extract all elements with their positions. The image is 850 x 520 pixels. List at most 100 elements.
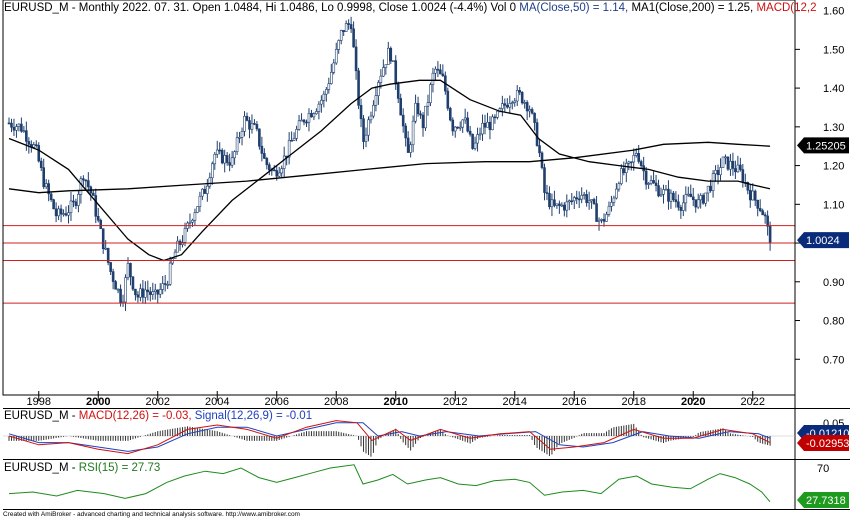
candle-body: [91, 192, 95, 196]
rsi-symbol: EURUSD_M -: [4, 462, 76, 474]
candle-body: [682, 202, 685, 211]
axes: 1.601.501.401.301.201.101.000.900.800.70…: [2, 0, 850, 510]
candle-body: [188, 221, 192, 224]
macd-panel-header: EURUSD_M - MACD(12,26) = -0.03, Signal(1…: [4, 409, 312, 423]
candle-body: [151, 291, 155, 295]
candle-body: [404, 125, 407, 139]
y-tick-label: 0.80: [823, 316, 844, 328]
candle-body: [203, 188, 207, 194]
candle-body: [736, 164, 740, 173]
candle-body: [654, 182, 658, 186]
candle-body: [220, 149, 224, 164]
candle-body: [419, 113, 422, 116]
candle-body: [468, 130, 472, 135]
candle-body: [49, 193, 53, 200]
candle-body: [260, 145, 264, 154]
candle-body: [379, 75, 383, 83]
candle-body: [7, 122, 11, 125]
candle-body: [411, 120, 415, 146]
candle-body: [15, 126, 18, 131]
candle-body: [295, 129, 298, 139]
candle-body: [409, 144, 412, 153]
candle-body: [714, 170, 717, 175]
candle-body: [394, 60, 398, 85]
candle-body: [627, 161, 631, 164]
rsi-legend: RSI(15) = 27.73: [78, 462, 161, 474]
candle-body: [253, 123, 256, 125]
candle-body: [709, 185, 712, 191]
candle-body: [429, 84, 432, 104]
candle-body: [622, 168, 626, 173]
candle-body: [136, 294, 140, 298]
candle-body: [72, 200, 75, 203]
candle-body: [173, 251, 177, 260]
y-tick-label: 1.40: [823, 83, 844, 95]
candle-body: [322, 93, 326, 101]
candle-body: [617, 183, 621, 190]
candle-body: [565, 201, 569, 211]
x-tick-label: 1998: [27, 396, 51, 408]
candle-body: [572, 197, 576, 202]
candle-body: [106, 247, 110, 263]
candle-body: [37, 145, 41, 162]
candle-body: [377, 82, 380, 96]
candle-body: [711, 173, 715, 191]
rsi-value-tag-shape: [797, 492, 849, 508]
candle-body: [620, 168, 623, 184]
candle-body: [602, 219, 606, 222]
candle-body: [287, 140, 291, 158]
x-tick-label: 2016: [562, 396, 586, 408]
candle-body: [605, 214, 608, 222]
horizontal-levels: [3, 225, 795, 304]
candle-body: [508, 103, 512, 108]
macd-symbol: EURUSD_M -: [4, 410, 76, 422]
candle-body: [506, 104, 509, 108]
candle-body: [240, 130, 244, 138]
candle-body: [17, 123, 21, 127]
candle-body: [689, 193, 693, 198]
rsi-line: [8, 464, 771, 503]
footer-credit: Created with AmiBroker - advanced charti…: [3, 511, 300, 518]
candle-body: [235, 137, 239, 152]
candle-body: [129, 263, 132, 278]
candle-body: [644, 170, 648, 185]
candle-body: [515, 90, 519, 102]
candle-body: [213, 153, 217, 165]
candle-body: [153, 289, 157, 292]
candle-body: [533, 112, 536, 123]
candle-body: [396, 83, 400, 99]
candle-body: [359, 105, 363, 120]
candle-body: [369, 115, 373, 121]
candle-body: [575, 197, 579, 200]
candle-body: [166, 284, 169, 286]
candle-body: [679, 206, 683, 211]
candle-body: [119, 288, 122, 303]
candle-body: [317, 103, 321, 112]
candle-body: [320, 99, 323, 105]
candle-body: [684, 194, 688, 204]
candle-body: [739, 164, 742, 170]
macd-value-tag-text: -0.02953: [806, 438, 849, 450]
macd-legend-cut: MACD(12,2: [756, 2, 817, 14]
x-tick-label: 2010: [384, 396, 408, 408]
ma200-price-tag-text: 1.25205: [806, 140, 846, 152]
candle-body: [163, 283, 167, 285]
candle-body: [582, 194, 586, 196]
candle-body: [334, 49, 338, 64]
macd-legend: MACD(12,26) = -0.03,: [78, 410, 192, 422]
ma50-line: [8, 79, 771, 262]
candle-body: [431, 72, 435, 85]
candle-body: [768, 225, 772, 243]
candle-body: [719, 167, 722, 176]
candle-body: [647, 183, 650, 185]
candle-body: [47, 183, 50, 195]
candle-body: [367, 119, 370, 136]
candle-body: [52, 199, 55, 210]
x-tick-label: 2012: [443, 396, 467, 408]
candle-body: [399, 98, 403, 116]
candle-body: [374, 95, 378, 106]
candle-body: [716, 170, 720, 176]
candle-body: [82, 178, 85, 181]
candle-body: [87, 180, 90, 188]
